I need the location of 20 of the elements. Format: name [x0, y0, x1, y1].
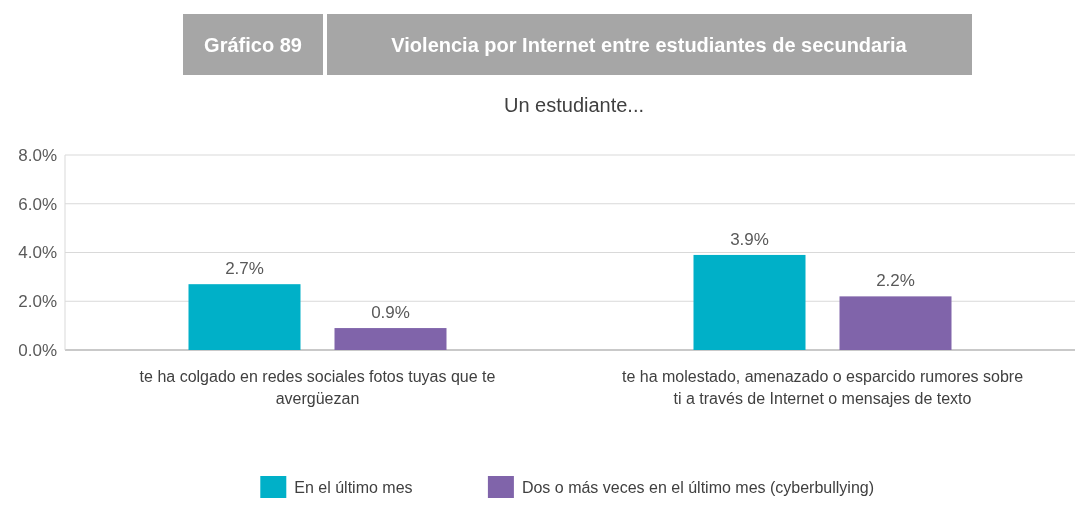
- chart-subtitle: Un estudiante...: [503, 94, 645, 116]
- bar: [839, 296, 952, 350]
- legend-label: Dos o más veces en el último mes (cyberbullying): [521, 479, 875, 496]
- data-label: 2.7%: [225, 259, 264, 279]
- data-label: 3.9%: [730, 229, 769, 249]
- bar: [188, 284, 301, 350]
- y-tick-label: 4.0%: [18, 243, 57, 263]
- bar: [334, 328, 447, 350]
- x-tick-label: te ha molestado, amenazado o esparcido rumores sobre ti a través de Internet o mensajes de texto: [621, 368, 1024, 407]
- legend-label: En el último mes: [294, 479, 413, 496]
- y-tick-label: 0.0%: [18, 340, 57, 360]
- bar: [693, 254, 806, 350]
- data-label: 0.9%: [371, 303, 410, 323]
- y-tick-label: 6.0%: [18, 194, 57, 214]
- y-tick-label: 2.0%: [18, 292, 57, 312]
- text: Gráfico 89: [204, 34, 302, 56]
- x-tick-label: te ha colgado en redes sociales fotos tuyas que te avergüezan: [139, 368, 496, 407]
- chart-title: Violencia por Internet entre estudiantes de secundaria: [391, 34, 908, 56]
- data-label: 2.2%: [876, 271, 915, 291]
- y-tick-label: 8.0%: [18, 145, 57, 165]
